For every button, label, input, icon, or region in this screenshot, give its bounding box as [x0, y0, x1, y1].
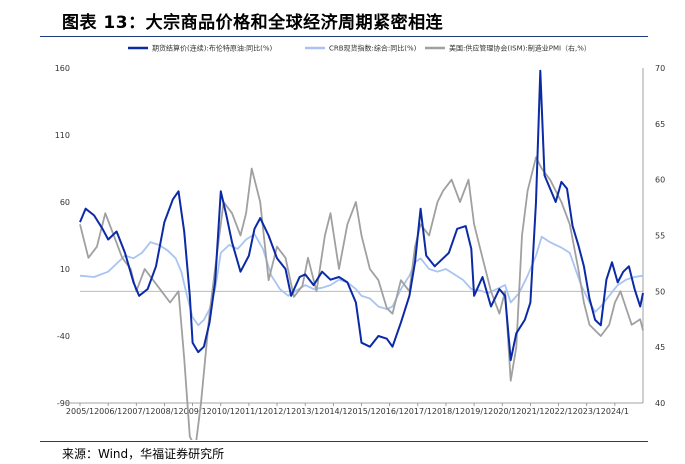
x-tick-label: 2021/1: [516, 407, 544, 416]
right-axis: 70 65 60 55 50 45 40: [642, 64, 665, 408]
title-rule: [40, 36, 648, 37]
x-tick-label: 2005/1: [66, 407, 94, 416]
x-tick-label: 2011/1: [235, 407, 263, 416]
x-tick-label: 2015/1: [347, 407, 375, 416]
y-right-tick-label: 40: [655, 399, 665, 408]
series-line-2: [79, 233, 644, 327]
y-right-tick-label: 45: [655, 343, 665, 352]
x-tick-label: 2010/1: [207, 407, 235, 416]
x-tick-label: 2018/1: [432, 407, 460, 416]
y-left-tick-label: 110: [55, 131, 70, 140]
y-right-tick-label: 70: [655, 64, 665, 73]
x-tick-label: 2009/1: [179, 407, 207, 416]
y-right-tick-label: 60: [655, 176, 665, 185]
x-axis: 2005/1 2006/1 2007/1 2008/1 2009/1 2010/1 2011…: [66, 402, 643, 416]
series-line-1: [79, 69, 644, 362]
source-rule: [40, 441, 648, 442]
y-right-tick-label: 50: [655, 287, 665, 296]
y-left-tick-label: 60: [60, 198, 70, 207]
y-left-tick-label: 10: [60, 265, 70, 274]
x-tick-label: 2022/1: [544, 407, 572, 416]
x-tick-label: 2020/1: [488, 407, 516, 416]
x-tick-label: 2012/1: [263, 407, 291, 416]
x-tick-label: 2006/1: [94, 407, 122, 416]
y-right-tick-label: 55: [655, 232, 665, 241]
x-tick-label: 2008/1: [150, 407, 178, 416]
x-tick-label: 2016/1: [376, 407, 404, 416]
left-axis: 160 110 60 10 -40 -90: [55, 64, 70, 408]
legend-label-1: 期货结算价(连续):布伦特原油:同比(%): [152, 44, 273, 53]
x-tick-label: 2017/1: [404, 407, 432, 416]
legend-label-3: 美国:供应管理协会(ISM):制造业PMI（右,%）: [449, 44, 591, 53]
x-tick-label: 2024/1: [601, 407, 629, 416]
y-left-tick-label: -90: [57, 399, 70, 408]
series-layer: [79, 69, 644, 440]
figure-title: 图表 13：大宗商品价格和全球经济周期紧密相连: [62, 13, 444, 33]
series-line-3: [79, 156, 644, 440]
legend-label-2: CRB现货指数:综合:同比(%): [329, 44, 417, 53]
x-tick-label: 2013/1: [291, 407, 319, 416]
x-tick-label: 2007/1: [122, 407, 150, 416]
x-tick-label: 2019/1: [460, 407, 488, 416]
y-right-tick-label: 65: [655, 120, 665, 129]
x-tick-label: 2023/1: [573, 407, 601, 416]
y-left-tick-label: 160: [55, 64, 70, 73]
source-note: 来源：Wind，华福证券研究所: [62, 447, 225, 461]
x-tick-label: 2014/1: [319, 407, 347, 416]
y-left-tick-label: -40: [57, 332, 70, 341]
legend: 期货结算价(连续):布伦特原油:同比(%) CRB现货指数:综合:同比(%) 美国:…: [128, 44, 591, 53]
